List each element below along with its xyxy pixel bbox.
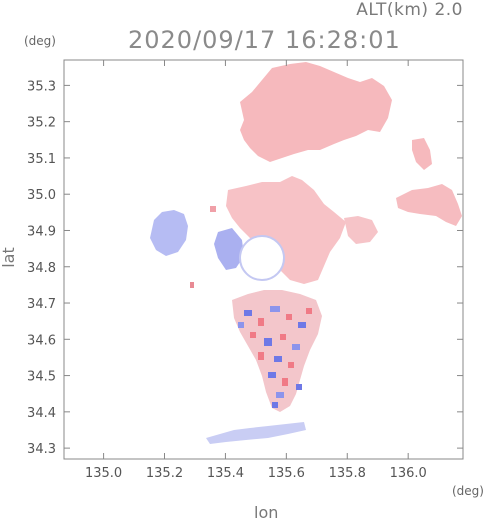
radar-ring — [239, 235, 285, 281]
y-tick-label: 35.1 — [27, 152, 56, 167]
echo-area-north — [240, 62, 392, 162]
altitude-label: ALT(km) 2.0 — [356, 0, 463, 20]
y-tick-label: 34.8 — [27, 261, 56, 276]
echo-area-south — [232, 290, 322, 412]
y-tick-label: 35.0 — [27, 188, 56, 203]
x-axis-unit: (deg) — [452, 484, 484, 498]
x-tick-label: 136.0 — [390, 466, 427, 481]
y-tick-label: 34.4 — [27, 406, 56, 421]
map-frame — [63, 59, 464, 460]
echo-area-northeast-small — [412, 138, 432, 170]
y-axis-unit: (deg) — [24, 34, 56, 48]
x-tick-label: 135.6 — [268, 466, 305, 481]
y-tick-label: 34.6 — [27, 333, 56, 348]
x-ticks: 135.0 135.2 135.4 135.6 135.8 136.0 — [85, 60, 427, 481]
echo-speckle-texture — [238, 306, 312, 408]
x-tick-label: 135.8 — [329, 466, 366, 481]
echo-area-east — [396, 184, 462, 226]
y-tick-label: 35.2 — [27, 116, 56, 131]
x-tick-label: 135.2 — [146, 466, 183, 481]
y-ticks: 35.3 35.2 35.1 35.0 34.9 34.8 34.7 34.6 34.5 34.4… — [27, 79, 463, 457]
echo-area-west-blue — [150, 210, 188, 256]
y-tick-label: 35.3 — [27, 79, 56, 94]
echo-speck — [210, 206, 216, 212]
x-axis-label: lon — [254, 503, 279, 522]
y-tick-label: 34.3 — [27, 442, 56, 457]
y-tick-label: 34.9 — [27, 224, 56, 239]
y-tick-label: 34.5 — [27, 370, 56, 385]
echo-area-central — [226, 176, 346, 284]
timestamp-title: 2020/09/17 16:28:01 — [128, 26, 401, 54]
echo-field — [150, 62, 462, 444]
echo-speck — [190, 282, 194, 288]
echo-area-blue-patch — [214, 228, 244, 270]
x-tick-label: 135.0 — [85, 466, 122, 481]
y-tick-label: 34.7 — [27, 297, 56, 312]
echo-area-central-east — [344, 216, 378, 244]
echo-area-far-south — [206, 422, 306, 444]
x-tick-label: 135.4 — [207, 466, 244, 481]
